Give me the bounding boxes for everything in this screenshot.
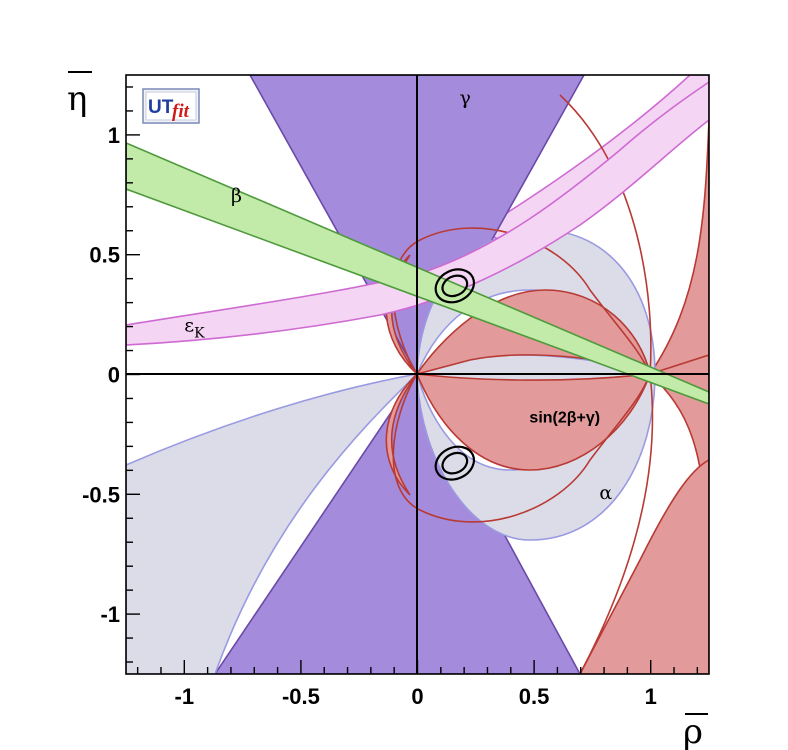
x-axis-title-group: ρ: [683, 712, 708, 750]
x-axis-title: ρ: [683, 712, 703, 750]
best_fit_lower-contour: [441, 451, 469, 475]
y-tick-label: 0.5: [89, 243, 120, 268]
best_fit_upper-contour: [434, 268, 476, 304]
x-tick-label: 1: [645, 684, 657, 709]
logo-ut-text: UT: [148, 97, 174, 118]
logo-fit-text: fit: [172, 101, 190, 122]
epsilon-k-label: εK: [184, 314, 205, 341]
x-tick-label: 0.5: [519, 684, 550, 709]
contours-group: [434, 268, 476, 481]
y-tick-label: 0: [108, 363, 120, 388]
sin2bg-band-left: [385, 254, 418, 496]
gamma-label: γ: [459, 87, 470, 109]
y-axis-title-group: η: [67, 71, 92, 119]
y-axis-title: η: [67, 79, 87, 119]
y-tick-label: -0.5: [82, 482, 120, 507]
y-tick-label: 1: [108, 123, 120, 148]
utfit-logo: UT fit: [142, 88, 200, 124]
x-tick-label: -1: [175, 684, 195, 709]
alpha-label: α: [599, 482, 612, 504]
beta-label: β: [231, 185, 242, 207]
sin2bg-label: sin(2β+γ): [529, 409, 600, 426]
sin2bg-circle: [392, 94, 654, 674]
tick-labels-group: -1 -0.5 0 0.5 1 -1 -0.5 0 0.5 1: [82, 123, 657, 709]
x-tick-label: -0.5: [282, 684, 320, 709]
ticks-group: [126, 86, 699, 674]
best_fit_upper-contour: [441, 274, 469, 298]
y-tick-label: -1: [100, 602, 120, 627]
sin2bg-band-right: [648, 119, 709, 581]
x-tick-label: 0: [411, 684, 423, 709]
plot-area: [126, 75, 709, 674]
best_fit_lower-contour: [434, 445, 476, 481]
sin2bg-band-central-lower: [415, 373, 652, 471]
